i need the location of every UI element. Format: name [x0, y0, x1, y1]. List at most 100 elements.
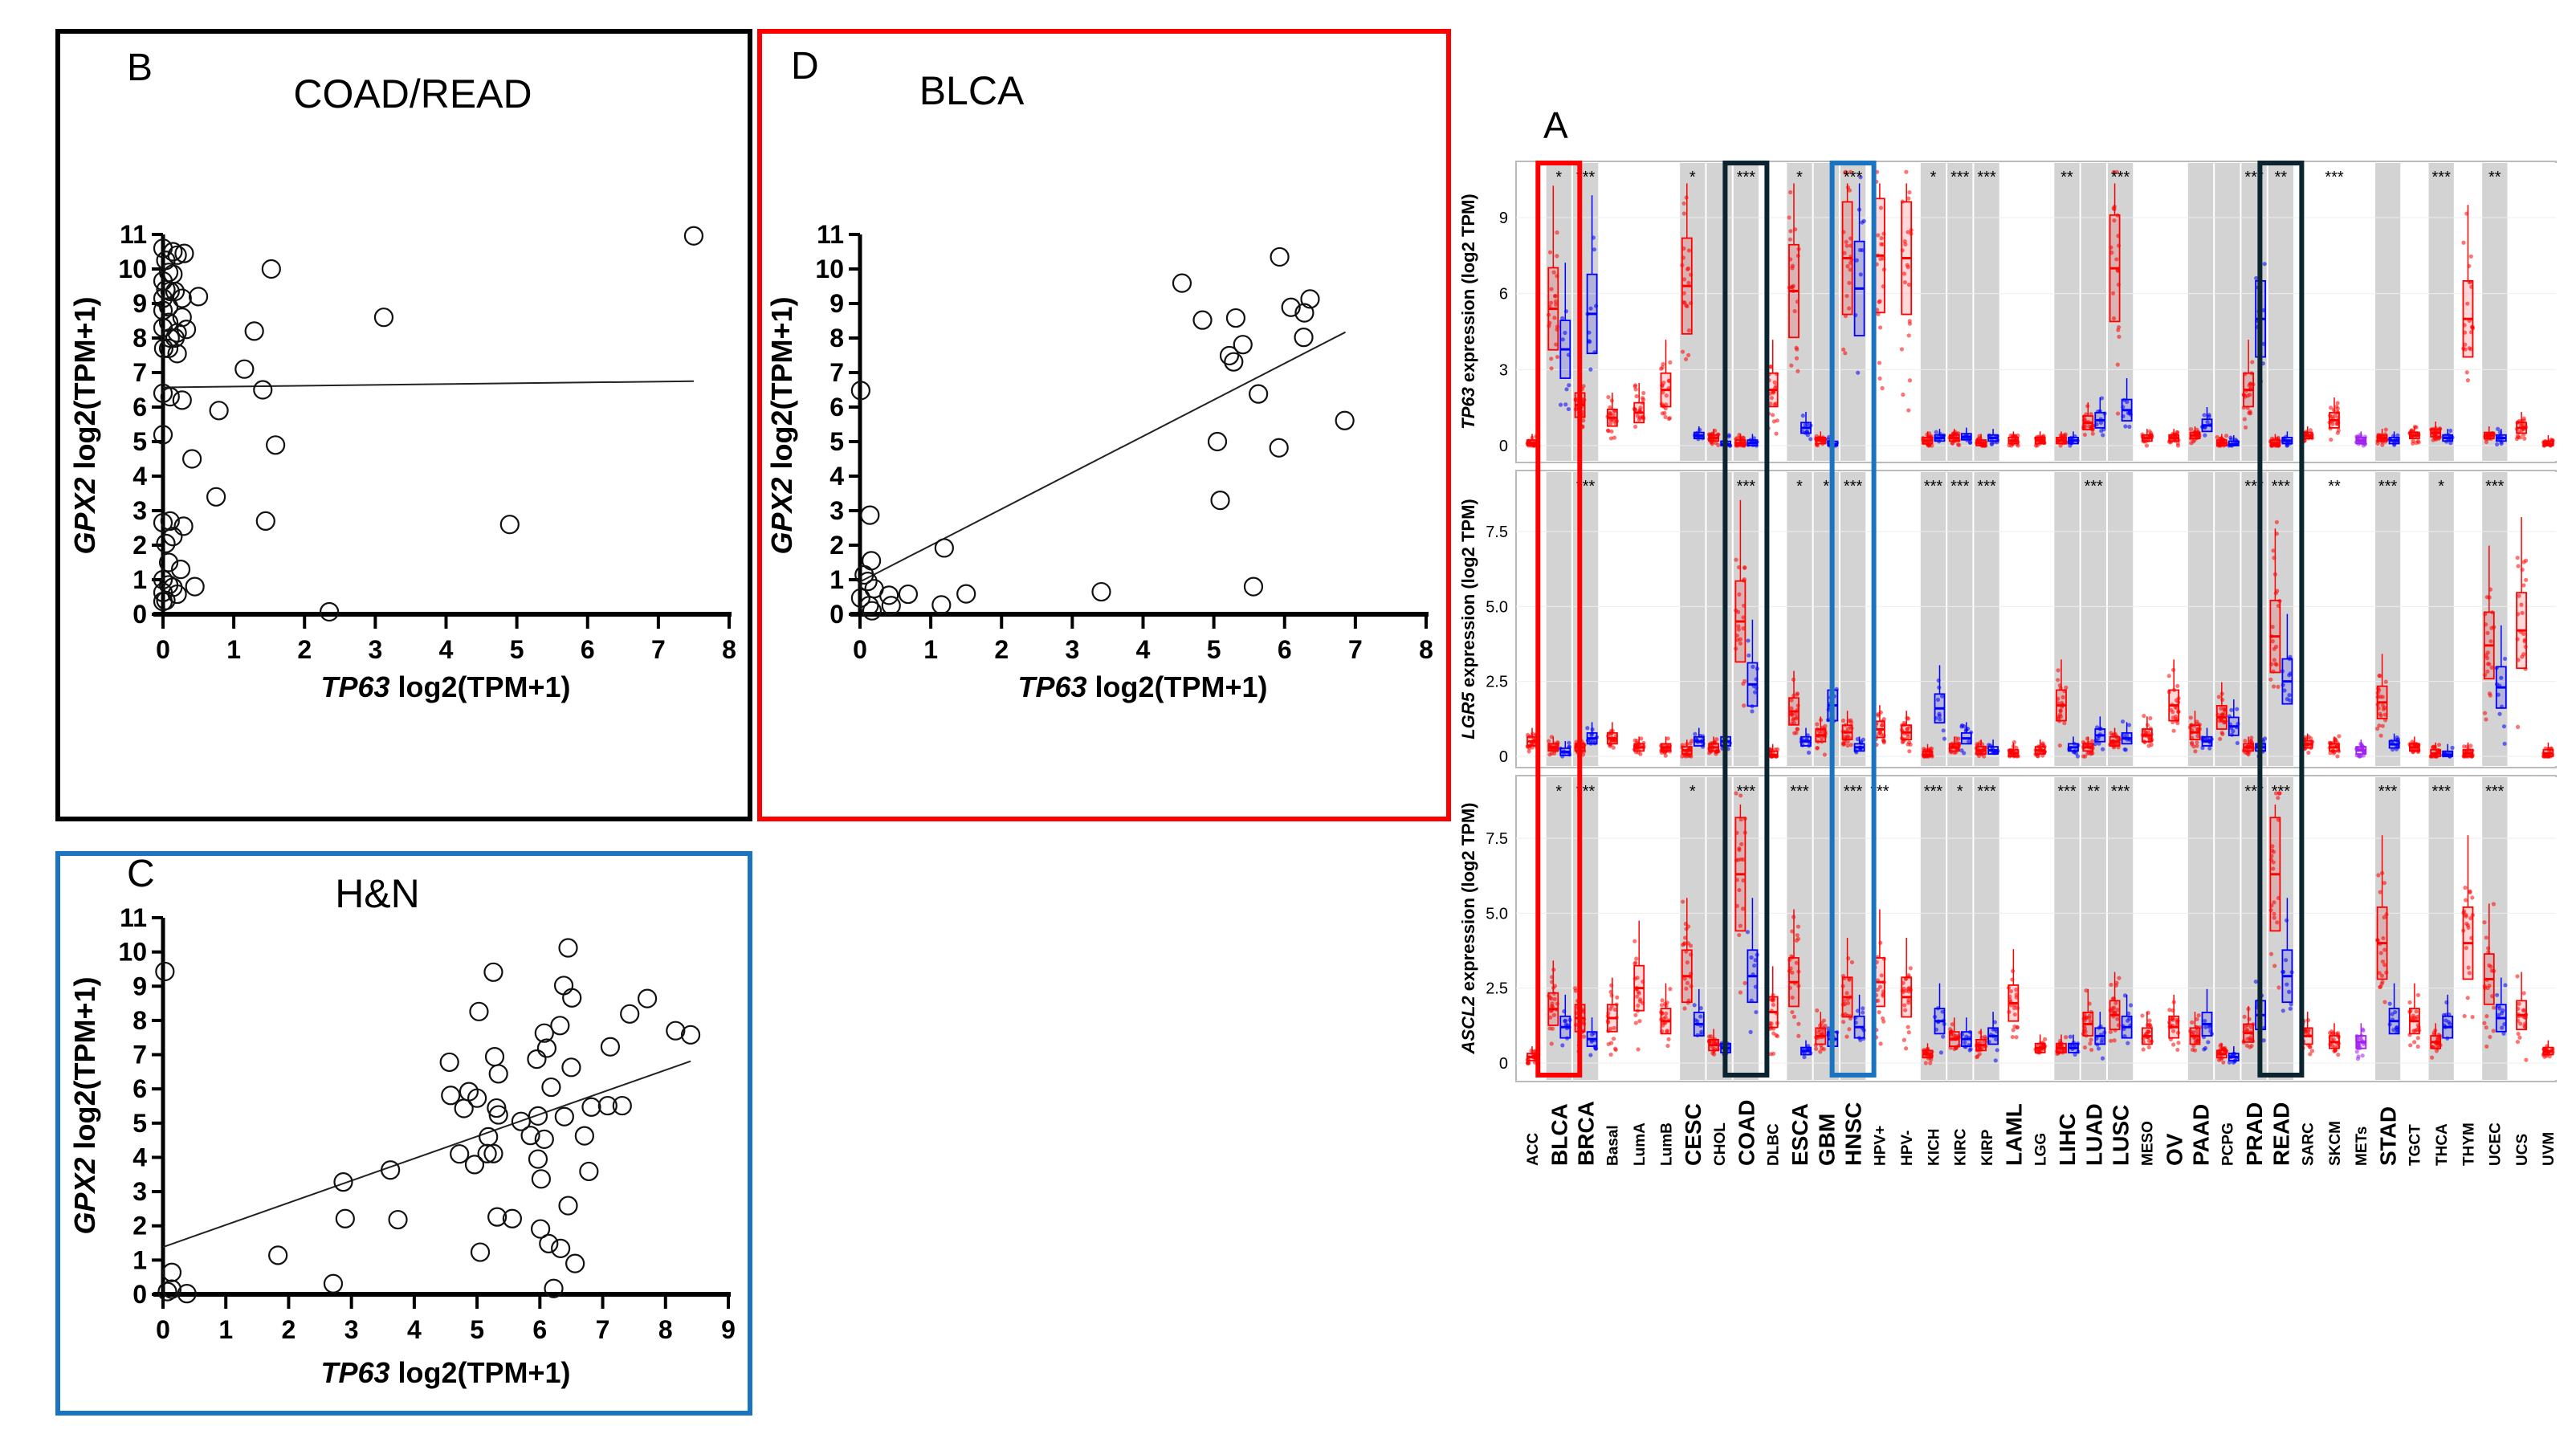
tumor-jitter-point — [2112, 1038, 2117, 1043]
tumor-jitter-point — [2355, 1057, 2361, 1061]
tumor-jitter-point — [2268, 951, 2274, 956]
tumor-jitter-point — [2492, 1005, 2497, 1010]
category-band — [1706, 163, 1732, 461]
tumor-jitter-point — [2171, 1042, 2176, 1047]
normal-jitter-point — [2502, 656, 2508, 662]
tumor-jitter-point — [1842, 251, 1847, 255]
panel-label-a: A — [1543, 104, 1568, 146]
tumor-jitter-point — [2516, 564, 2521, 568]
y-tick-label: 10 — [118, 255, 147, 283]
tumor-jitter-point — [2274, 519, 2279, 524]
y-axis-label-b: GPX2 log2(TPM+1) — [68, 296, 101, 554]
category-label: TGCT — [2407, 1124, 2424, 1166]
significance-stars: * — [1930, 169, 1937, 186]
data-point — [544, 1278, 564, 1298]
tumor-jitter-point — [1879, 236, 1884, 241]
data-point — [597, 1095, 618, 1116]
tumor-jitter-point — [1923, 1061, 1928, 1065]
tumor-jitter-point — [2223, 434, 2229, 438]
tumor-jitter-point — [1609, 1041, 1614, 1045]
category-band — [2374, 472, 2401, 766]
tumor-jitter-point — [2189, 441, 2194, 446]
data-point — [153, 591, 173, 612]
tumor-jitter-point — [1681, 201, 1686, 206]
normal-jitter-point — [2288, 1006, 2293, 1011]
data-point — [1270, 246, 1290, 267]
tumor-jitter-point — [2484, 1025, 2488, 1030]
data-point — [612, 1095, 632, 1116]
tumor-jitter-point — [1791, 1014, 1797, 1019]
normal-jitter-point — [1560, 1043, 1565, 1048]
data-point — [255, 511, 275, 532]
category-label: STAD — [2376, 1106, 2401, 1166]
chart-title-d: BLCA — [919, 68, 1025, 113]
data-point — [850, 381, 870, 401]
tumor-jitter-point — [2488, 1034, 2492, 1040]
normal-jitter-point — [2229, 707, 2234, 712]
tumor-jitter-point — [1555, 354, 1560, 360]
normal-jitter-point — [1726, 433, 1731, 438]
category-band — [1653, 777, 1679, 1080]
tumor-jitter-point — [2491, 902, 2497, 906]
tumor-jitter-point — [1683, 356, 1689, 361]
category-band — [2134, 163, 2160, 461]
tumor-jitter-point — [2012, 1024, 2017, 1029]
tumor-jitter-point — [1775, 747, 1780, 752]
tumor-jitter-point — [1682, 300, 1687, 305]
normal-jitter-point — [2262, 736, 2268, 741]
tumor-jitter-point — [1547, 250, 1553, 255]
tumor-jitter-point — [2487, 691, 2492, 696]
tumor-jitter-point — [2337, 734, 2342, 739]
x-tick-label: 5 — [510, 635, 524, 664]
category-band — [2348, 163, 2374, 461]
y-tick-label: 5.0 — [1486, 905, 1508, 923]
normal-jitter-point — [1967, 739, 1971, 744]
data-point — [511, 1111, 531, 1131]
chart-title-b: COAD/READ — [293, 71, 532, 116]
tumor-jitter-point — [1977, 434, 1982, 438]
tumor-jitter-point — [2115, 362, 2120, 367]
tumor-jitter-point — [1742, 980, 1747, 985]
data-point — [160, 281, 180, 302]
panel-label-d: D — [791, 45, 819, 88]
tumor-jitter-point — [2244, 1043, 2249, 1048]
tumor-jitter-point — [2383, 427, 2388, 432]
x-tick-label: 5 — [1207, 635, 1221, 664]
tumor-jitter-point — [1581, 1034, 1587, 1039]
tumor-jitter-point — [2378, 733, 2383, 738]
y-tick-label: 8 — [132, 324, 147, 352]
tumor-jitter-point — [2415, 1036, 2420, 1041]
tumor-jitter-point — [2221, 1060, 2226, 1065]
tumor-jitter-point — [1666, 1037, 1671, 1041]
category-band — [2268, 472, 2294, 766]
data-point — [1225, 308, 1246, 328]
y-tick-label: 5 — [829, 427, 844, 456]
tumor-jitter-point — [1714, 737, 1719, 742]
tumor-jitter-point — [2380, 442, 2385, 447]
tumor-jitter-point — [2090, 431, 2095, 436]
x-tick-label: 7 — [651, 635, 666, 664]
tumor-jitter-point — [1904, 169, 1909, 174]
normal-jitter-point — [1856, 370, 1861, 375]
tumor-jitter-point — [1902, 279, 1908, 285]
tumor-jitter-point — [1843, 351, 1848, 356]
data-point — [469, 1001, 489, 1021]
tumor-jitter-point — [1606, 395, 1611, 400]
tumor-jitter-point — [1845, 743, 1850, 748]
tumor-jitter-point — [1795, 933, 1800, 938]
tumor-jitter-point — [1794, 356, 1800, 361]
tumor-jitter-point — [1633, 960, 1638, 965]
significance-stars: *** — [1924, 478, 1943, 495]
tumor-jitter-point — [2147, 1022, 2152, 1027]
category-band — [2374, 163, 2401, 461]
category-label: CHOL — [1712, 1122, 1729, 1166]
x-tick-label: 2 — [994, 635, 1009, 664]
category-label: KIRC — [1953, 1128, 1970, 1166]
category-band — [1519, 777, 1545, 1080]
data-point — [158, 338, 179, 358]
tumor-jitter-point — [1795, 727, 1800, 731]
normal-jitter-point — [1588, 340, 1592, 344]
tumor-jitter-point — [2333, 413, 2338, 418]
significance-stars: *** — [2111, 169, 2130, 186]
tumor-jitter-point — [1789, 698, 1794, 703]
